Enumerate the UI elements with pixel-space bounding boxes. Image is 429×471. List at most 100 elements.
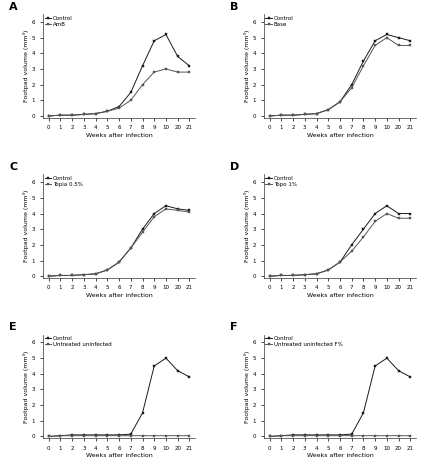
Control [372, 363, 378, 369]
AmB [175, 69, 180, 75]
Untreated uninfected F% [384, 433, 390, 439]
Base [302, 112, 308, 117]
Control [396, 368, 401, 374]
Topia 0.5% [187, 209, 192, 215]
Topo 1% [267, 273, 272, 279]
Control [82, 432, 87, 438]
Control [396, 211, 401, 216]
Untreated uninfected F% [290, 433, 296, 439]
Untreated uninfected [93, 433, 98, 439]
Control [69, 432, 75, 438]
Untreated uninfected [175, 433, 180, 439]
Control [337, 259, 342, 265]
Control [128, 89, 133, 95]
Legend: Control, Untreated uninfected: Control, Untreated uninfected [44, 336, 112, 348]
Control [117, 104, 122, 109]
Control [163, 32, 169, 37]
Untreated uninfected F% [302, 433, 308, 439]
Y-axis label: Footpad volume (mm³): Footpad volume (mm³) [244, 190, 250, 262]
Control [140, 410, 145, 416]
Control [187, 374, 192, 380]
Control [151, 38, 157, 44]
Base [372, 43, 378, 49]
Untreated uninfected [82, 433, 87, 439]
Line: Control: Control [47, 357, 191, 438]
Control [105, 267, 110, 273]
Control [93, 432, 98, 438]
Topo 1% [384, 211, 390, 216]
Control [267, 113, 272, 119]
Base [349, 85, 354, 90]
Control [105, 432, 110, 438]
Control [290, 432, 296, 438]
Legend: Control, Topo 1%: Control, Topo 1% [265, 176, 297, 187]
Control [58, 113, 63, 118]
Control [117, 432, 122, 438]
Topo 1% [396, 215, 401, 221]
Legend: Control, Base: Control, Base [265, 15, 294, 27]
Topo 1% [349, 248, 354, 254]
Topo 1% [326, 267, 331, 273]
Base [279, 113, 284, 118]
Control [349, 82, 354, 88]
Y-axis label: Footpad volume (mm³): Footpad volume (mm³) [244, 350, 250, 422]
Untreated uninfected F% [396, 433, 401, 439]
Untreated uninfected F% [267, 434, 272, 439]
Control [187, 208, 192, 213]
Text: A: A [9, 2, 18, 12]
Control [361, 58, 366, 64]
X-axis label: Weeks after infection: Weeks after infection [86, 454, 152, 458]
Untreated uninfected F% [279, 433, 284, 439]
Control [372, 211, 378, 216]
X-axis label: Weeks after infection: Weeks after infection [307, 293, 373, 298]
Base [408, 43, 413, 49]
Control [302, 272, 308, 277]
Line: Control: Control [47, 33, 191, 117]
Untreated uninfected F% [349, 433, 354, 439]
Text: E: E [9, 322, 17, 332]
Untreated uninfected [163, 433, 169, 439]
Untreated uninfected F% [337, 433, 342, 439]
Control [82, 272, 87, 277]
Control [349, 431, 354, 437]
Topo 1% [302, 272, 308, 277]
Control [175, 206, 180, 211]
X-axis label: Weeks after infection: Weeks after infection [307, 133, 373, 138]
Control [151, 363, 157, 369]
Topia 0.5% [58, 273, 63, 278]
Topia 0.5% [69, 273, 75, 278]
Topia 0.5% [163, 206, 169, 211]
Line: Control: Control [268, 33, 412, 117]
Control [82, 112, 87, 117]
Base [337, 99, 342, 105]
Untreated uninfected [151, 433, 157, 439]
AmB [187, 69, 192, 75]
Control [408, 211, 413, 216]
Topia 0.5% [105, 267, 110, 273]
Control [163, 203, 169, 209]
Control [46, 273, 51, 279]
Line: Control: Control [268, 357, 412, 438]
Line: Untreated uninfected: Untreated uninfected [47, 434, 191, 438]
Control [396, 35, 401, 41]
Y-axis label: Footpad volume (mm³): Footpad volume (mm³) [23, 350, 29, 422]
Topo 1% [372, 219, 378, 224]
Untreated uninfected [46, 434, 51, 439]
Base [326, 107, 331, 113]
Control [302, 112, 308, 117]
Control [187, 63, 192, 69]
AmB [93, 111, 98, 116]
Text: F: F [230, 322, 238, 332]
Untreated uninfected F% [314, 433, 319, 439]
Legend: Control, Topia 0.5%: Control, Topia 0.5% [44, 176, 83, 187]
Line: Base: Base [268, 36, 412, 117]
X-axis label: Weeks after infection: Weeks after infection [86, 293, 152, 298]
Control [326, 432, 331, 438]
Topia 0.5% [93, 271, 98, 276]
Untreated uninfected F% [326, 433, 331, 439]
Line: Control: Control [268, 204, 412, 277]
Untreated uninfected [128, 433, 133, 439]
Control [46, 434, 51, 439]
Control [361, 410, 366, 416]
Text: D: D [230, 162, 239, 172]
